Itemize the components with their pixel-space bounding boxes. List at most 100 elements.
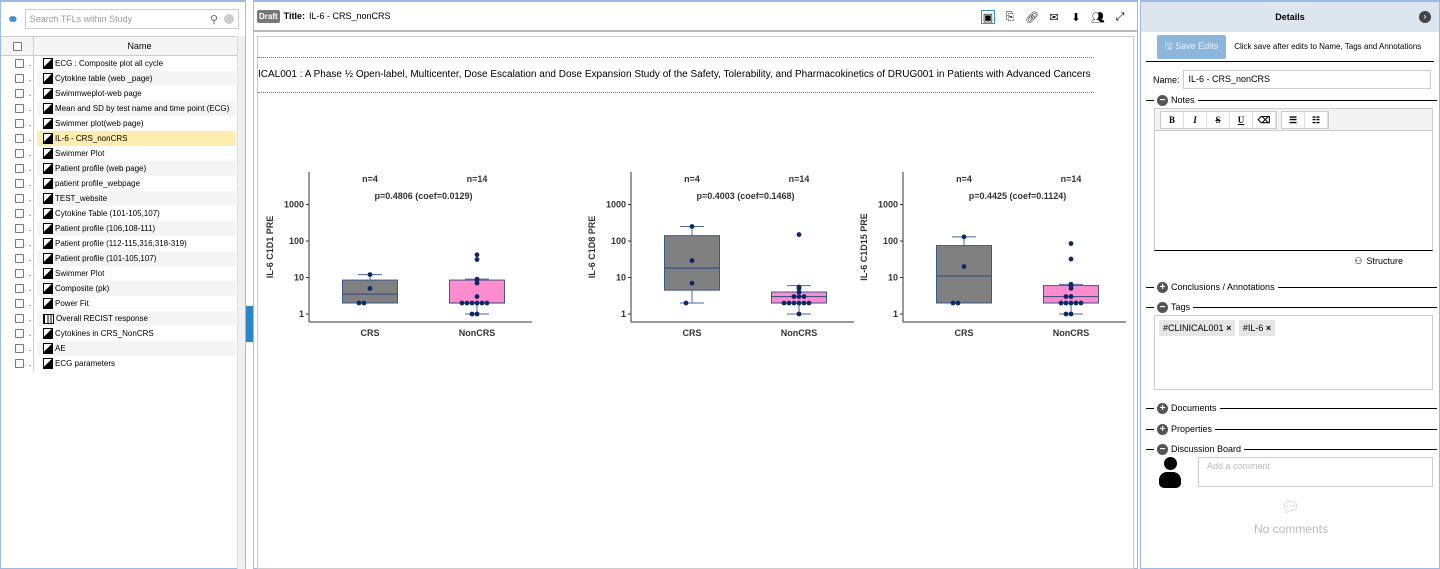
save-edits-button[interactable]: 🖫 Save Edits (1157, 34, 1227, 59)
row-checkbox[interactable] (15, 134, 24, 143)
tag-label: #CLINICAL001 (1163, 323, 1224, 333)
plus-icon[interactable]: + (1157, 402, 1168, 414)
strike-button[interactable]: S (1207, 111, 1230, 128)
italic-button[interactable]: I (1184, 111, 1207, 128)
list-item[interactable]: . ECG parameters (1, 356, 245, 371)
select-all-checkbox[interactable] (12, 41, 22, 51)
data-point (464, 300, 470, 306)
row-checkbox[interactable] (15, 164, 24, 173)
bullet-list-button[interactable]: ☰ (1282, 111, 1305, 128)
eraser-button[interactable]: ⌫ (1253, 111, 1276, 128)
conclusions-section[interactable]: + Conclusions / Annotations (1146, 281, 1437, 293)
list-item[interactable]: . Patient profile (106,108-111) (1, 221, 245, 236)
row-checkbox[interactable] (15, 239, 24, 248)
email-icon[interactable]: ✉ (1049, 11, 1059, 24)
download-icon[interactable]: ⬇ (1071, 11, 1081, 24)
row-checkbox[interactable] (15, 299, 24, 308)
search-input[interactable]: Search TFLs within Study ⚲ (24, 9, 239, 29)
column-header-name[interactable]: Name (127, 41, 152, 51)
scrollbar[interactable] (237, 36, 245, 569)
numbered-list-button[interactable]: ☷ (1305, 111, 1328, 128)
data-point (1068, 311, 1074, 317)
y-tick-label: 1000 (878, 200, 898, 210)
users-icon[interactable]: 👥︎ (1091, 11, 1105, 24)
tags-input[interactable]: #CLINICAL001 × #IL-6 × (1154, 315, 1433, 390)
figure-icon (43, 223, 53, 234)
row-checkbox[interactable] (15, 314, 24, 323)
row-checkbox[interactable] (15, 74, 24, 83)
row-checkbox[interactable] (15, 194, 24, 203)
list-item[interactable]: . Overall RECIST response (1, 311, 245, 326)
list-item[interactable]: . Cytokines in CRS_NonCRS (1, 326, 245, 341)
row-checkbox[interactable] (15, 59, 24, 68)
n-label: n=4 (362, 174, 378, 184)
row-checkbox[interactable] (15, 119, 24, 128)
structure-button[interactable]: ⚇ Structure (1354, 256, 1403, 267)
figure-icon (43, 298, 53, 309)
comment-input[interactable]: Add a comment (1198, 457, 1433, 487)
list-item[interactable]: . IL-6 - CRS_nonCRS (1, 131, 245, 146)
list-item[interactable]: . Composite (pk) (1, 281, 245, 296)
underline-button[interactable]: U (1230, 111, 1253, 128)
list-item[interactable]: . Swimmweplot-web page (1, 86, 245, 101)
row-checkbox[interactable] (15, 209, 24, 218)
row-checkbox[interactable] (15, 149, 24, 158)
list-item[interactable]: . Swimmer plot(web page) (1, 116, 245, 131)
list-item[interactable]: . Power Fit (1, 296, 245, 311)
toggle-icon[interactable]: ⚭ (7, 10, 19, 27)
row-checkbox[interactable] (15, 224, 24, 233)
list-item[interactable]: . TEST_website (1, 191, 245, 206)
list-item[interactable]: . AE (1, 341, 245, 356)
image-icon[interactable]: ▣ (981, 10, 995, 24)
x-tick-label: CRS (682, 328, 701, 338)
list-item[interactable]: . Patient profile (101-105,107) (1, 251, 245, 266)
list-item[interactable]: . Cytokine Table (101-105,107) (1, 206, 245, 221)
tags-section[interactable]: − Tags (1146, 301, 1437, 313)
list-item[interactable]: . Patient profile (112-115,316,318-319) (1, 236, 245, 251)
row-checkbox[interactable] (15, 344, 24, 353)
list-item[interactable]: . Swimmer Plot (1, 146, 245, 161)
data-point (961, 264, 967, 269)
properties-section[interactable]: + Properties (1146, 423, 1437, 435)
expand-icon[interactable]: ⤢ (1115, 10, 1125, 23)
documents-section[interactable]: + Documents (1146, 402, 1437, 414)
list-item[interactable]: . patient profile_webpage (1, 176, 245, 191)
notes-section[interactable]: − Notes (1146, 94, 1437, 106)
data-point (1078, 300, 1084, 306)
minus-icon[interactable]: − (1157, 94, 1168, 106)
search-icon[interactable]: ⚲ (209, 13, 218, 26)
n-label: n=4 (956, 174, 972, 184)
name-input[interactable]: IL-6 - CRS_nonCRS (1182, 70, 1431, 89)
list-item[interactable]: . Mean and SD by test name and time point… (1, 101, 245, 116)
boxplot-c1d15: 1 10 100 1000 IL-6 C1D15 PRE p=0.4425 (coef=0… (859, 172, 1126, 338)
list-item[interactable]: . Swimmer Plot (1, 266, 245, 281)
link-icon[interactable]: 🔗︎ (1025, 11, 1039, 24)
discussion-section[interactable]: − Discussion Board (1146, 443, 1437, 455)
remove-tag-icon[interactable]: × (1226, 323, 1232, 333)
bold-button[interactable]: B (1161, 111, 1184, 128)
minus-icon[interactable]: − (1157, 443, 1168, 455)
sitemap-icon: ⚇ (1354, 256, 1363, 266)
tag-label: #IL-6 (1242, 323, 1264, 333)
clear-icon[interactable] (224, 14, 234, 24)
row-checkbox[interactable] (15, 284, 24, 293)
export-icon[interactable]: ⎘ (1005, 10, 1015, 23)
list-item[interactable]: . ECG : Composite plot all cycle (1, 56, 245, 71)
row-checkbox[interactable] (15, 179, 24, 188)
row-checkbox[interactable] (15, 329, 24, 338)
plus-icon[interactable]: + (1157, 423, 1168, 435)
list-item[interactable]: . Patient profile (web page) (1, 161, 245, 176)
row-checkbox[interactable] (15, 254, 24, 263)
save-hint: Click save after edits to Name, Tags and… (1234, 42, 1422, 51)
collapse-panel-handle[interactable] (246, 306, 253, 342)
minus-icon[interactable]: − (1157, 301, 1168, 313)
list-item[interactable]: . Cytokine table (web _page) (1, 71, 245, 86)
row-checkbox[interactable] (15, 89, 24, 98)
chevron-right-icon[interactable]: › (1419, 11, 1431, 23)
row-checkbox[interactable] (15, 104, 24, 113)
notes-editor[interactable]: B I S U ⌫ ☰ ☷ (1154, 108, 1433, 251)
row-checkbox[interactable] (15, 269, 24, 278)
row-checkbox[interactable] (15, 359, 24, 368)
plus-icon[interactable]: + (1157, 281, 1168, 293)
remove-tag-icon[interactable]: × (1265, 323, 1272, 333)
